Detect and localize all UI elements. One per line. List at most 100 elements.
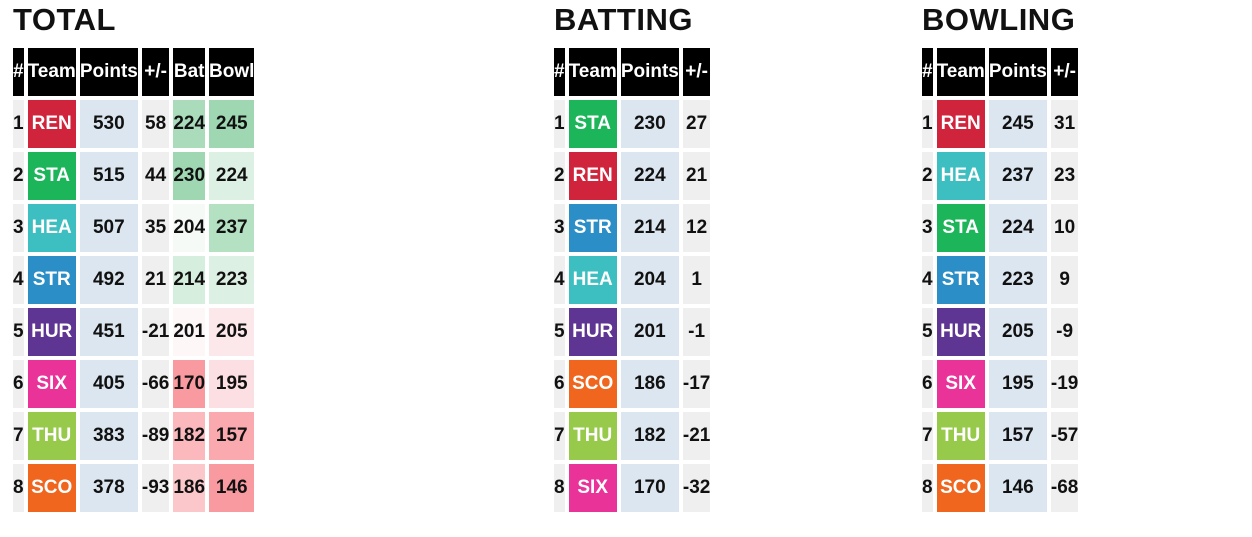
total-title: TOTAL [13, 2, 116, 37]
bowling-cell-team: THU [936, 412, 985, 460]
table-row: 2 HEA 237 23 [922, 152, 1079, 200]
batting-cell-diff: 27 [682, 100, 711, 148]
bowling-cell-team: STA [936, 204, 985, 252]
batting-cell-points: 170 [620, 464, 679, 512]
total-cell-bowl: 245 [209, 100, 255, 148]
total-cell-rank: 8 [13, 464, 24, 512]
total-cell-rank: 5 [13, 308, 24, 356]
batting-col-points: Points [620, 48, 679, 96]
table-row: 4 HEA 204 1 [554, 256, 711, 304]
batting-cell-diff: -17 [682, 360, 711, 408]
batting-body: 1 STA 230 27 2 REN 224 21 3 STR 214 12 4 HEA 204 1 5 HUR 2… [554, 100, 711, 512]
batting-cell-rank: 1 [554, 100, 565, 148]
batting-cell-team: THU [568, 412, 617, 460]
total-cell-bat: 182 [173, 412, 206, 460]
total-cell-rank: 7 [13, 412, 24, 460]
batting-col-diff: +/- [682, 48, 711, 96]
total-cell-diff: 58 [141, 100, 170, 148]
batting-cell-points: 230 [620, 100, 679, 148]
bowling-cell-rank: 4 [922, 256, 933, 304]
total-cell-team: SCO [27, 464, 76, 512]
total-cell-team: HUR [27, 308, 76, 356]
total-body: 1 REN 530 58 224 245 2 STA 515 44 230 224 3 HEA 507 35 2… [13, 100, 255, 512]
table-row: 1 REN 245 31 [922, 100, 1079, 148]
batting-cell-points: 201 [620, 308, 679, 356]
total-cell-diff: -21 [141, 308, 170, 356]
total-cell-bowl: 237 [209, 204, 255, 252]
batting-cell-points: 186 [620, 360, 679, 408]
total-cell-team: REN [27, 100, 76, 148]
total-cell-points: 492 [79, 256, 138, 304]
table-row: 2 STA 515 44 230 224 [13, 152, 255, 200]
bowling-cell-points: 205 [988, 308, 1047, 356]
table-row: 6 SIX 195 -19 [922, 360, 1079, 408]
batting-col-team: Team [568, 48, 617, 96]
batting-cell-team: REN [568, 152, 617, 200]
total-cell-bowl: 157 [209, 412, 255, 460]
batting-cell-rank: 4 [554, 256, 565, 304]
batting-table: # Team Points +/- 1 STA 230 27 2 REN 224 21 3 STR 214… [550, 44, 714, 516]
batting-cell-team: HUR [568, 308, 617, 356]
total-cell-bowl: 223 [209, 256, 255, 304]
bowling-cell-rank: 5 [922, 308, 933, 356]
batting-cell-diff: -32 [682, 464, 711, 512]
bowling-cell-team: SIX [936, 360, 985, 408]
table-row: 4 STR 223 9 [922, 256, 1079, 304]
total-cell-bowl: 146 [209, 464, 255, 512]
total-cell-points: 515 [79, 152, 138, 200]
total-cell-points: 451 [79, 308, 138, 356]
table-row: 1 STA 230 27 [554, 100, 711, 148]
table-row: 7 THU 383 -89 182 157 [13, 412, 255, 460]
batting-cell-rank: 8 [554, 464, 565, 512]
table-row: 3 HEA 507 35 204 237 [13, 204, 255, 252]
total-cell-points: 507 [79, 204, 138, 252]
bowling-cell-rank: 1 [922, 100, 933, 148]
bowling-cell-diff: 10 [1050, 204, 1079, 252]
total-col-bat: Bat [173, 48, 206, 96]
total-table: # Team Points +/- Bat Bowl 1 REN 530 58 224 245 2 ST… [9, 44, 258, 516]
total-cell-team: HEA [27, 204, 76, 252]
table-row: 2 REN 224 21 [554, 152, 711, 200]
total-cell-bat: 170 [173, 360, 206, 408]
table-row: 3 STA 224 10 [922, 204, 1079, 252]
total-cell-diff: -66 [141, 360, 170, 408]
total-cell-bowl: 224 [209, 152, 255, 200]
bowling-cell-rank: 2 [922, 152, 933, 200]
total-cell-rank: 6 [13, 360, 24, 408]
bowling-cell-rank: 7 [922, 412, 933, 460]
batting-cell-points: 214 [620, 204, 679, 252]
batting-cell-rank: 2 [554, 152, 565, 200]
bowling-cell-rank: 8 [922, 464, 933, 512]
total-col-points: Points [79, 48, 138, 96]
bowling-col-diff: +/- [1050, 48, 1079, 96]
total-cell-diff: -93 [141, 464, 170, 512]
table-row: 7 THU 157 -57 [922, 412, 1079, 460]
bowling-cell-points: 245 [988, 100, 1047, 148]
total-cell-points: 378 [79, 464, 138, 512]
batting-cell-points: 204 [620, 256, 679, 304]
batting-cell-team: STA [568, 100, 617, 148]
table-row: 8 SCO 146 -68 [922, 464, 1079, 512]
bowling-cell-points: 224 [988, 204, 1047, 252]
total-cell-bat: 186 [173, 464, 206, 512]
bowling-cell-points: 195 [988, 360, 1047, 408]
table-row: 4 STR 492 21 214 223 [13, 256, 255, 304]
bowling-cell-diff: -57 [1050, 412, 1079, 460]
batting-cell-diff: -1 [682, 308, 711, 356]
bowling-cell-team: HUR [936, 308, 985, 356]
bowling-col-rank: # [922, 48, 933, 96]
batting-cell-diff: 1 [682, 256, 711, 304]
bowling-cell-rank: 3 [922, 204, 933, 252]
total-cell-rank: 4 [13, 256, 24, 304]
total-cell-team: STA [27, 152, 76, 200]
batting-cell-rank: 3 [554, 204, 565, 252]
total-cell-bat: 204 [173, 204, 206, 252]
bowling-cell-points: 157 [988, 412, 1047, 460]
table-row: 3 STR 214 12 [554, 204, 711, 252]
bowling-col-team: Team [936, 48, 985, 96]
total-header-row: # Team Points +/- Bat Bowl [13, 48, 255, 96]
total-cell-rank: 3 [13, 204, 24, 252]
bowling-cell-diff: -9 [1050, 308, 1079, 356]
batting-cell-rank: 7 [554, 412, 565, 460]
batting-cell-diff: -21 [682, 412, 711, 460]
